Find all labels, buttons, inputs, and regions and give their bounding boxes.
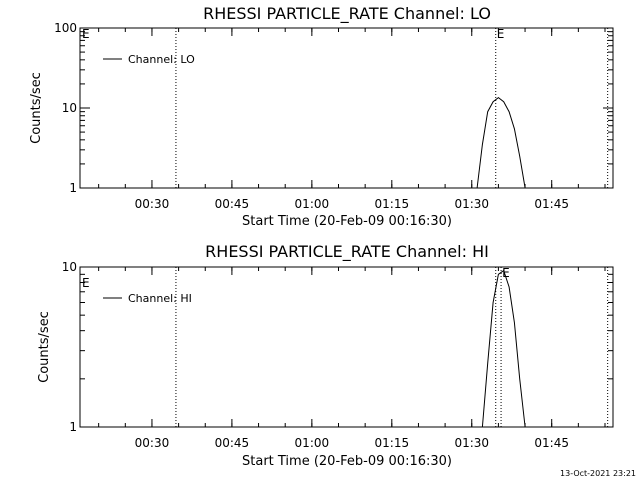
chart-hi-ylabel: Counts/sec bbox=[37, 311, 52, 383]
chart-hi-time-marker-label: E bbox=[502, 266, 510, 280]
chart-hi-series-line bbox=[481, 269, 526, 428]
chart-lo-x-tick-label: 00:30 bbox=[135, 197, 170, 211]
chart-lo-markers: E bbox=[175, 27, 609, 188]
chart-lo-ylabel: Counts/sec bbox=[29, 72, 44, 144]
footer-timestamp: 13-Oct-2021 23:21 bbox=[560, 469, 636, 478]
chart-lo-corner-label: E bbox=[82, 27, 90, 41]
chart-lo-y-tick-label: 100 bbox=[54, 21, 77, 35]
chart-lo-title: RHESSI PARTICLE_RATE Channel: LO bbox=[203, 4, 491, 24]
chart-hi-x-tick-label: 01:00 bbox=[295, 436, 330, 450]
chart-hi-y-tick-label: 10 bbox=[62, 260, 77, 274]
chart-hi-markers: E bbox=[175, 266, 609, 427]
chart-hi-legend: Channel: HI bbox=[103, 292, 192, 305]
chart-lo-series-line bbox=[476, 96, 526, 189]
chart-lo-x-tick-label: 01:30 bbox=[454, 197, 489, 211]
chart-lo-x-ticks: 00:30 00:45 01:00 01:15 01:30 01:45 bbox=[98, 28, 606, 211]
chart-lo-y-ticks: 1 10 100 bbox=[54, 21, 613, 195]
chart-lo-x-tick-label: 01:15 bbox=[375, 197, 410, 211]
chart-lo-series bbox=[476, 96, 526, 189]
chart-hi-corner-label: E bbox=[82, 276, 90, 290]
chart-lo-x-tick-label: 00:45 bbox=[215, 197, 250, 211]
chart-lo-y-tick-label: 10 bbox=[62, 101, 77, 115]
chart-lo-x-tick-label: 01:45 bbox=[534, 197, 569, 211]
chart-lo-time-marker-label: E bbox=[497, 27, 505, 41]
chart-hi-y-tick-label: 1 bbox=[69, 420, 77, 434]
chart-lo-xlabel: Start Time (20-Feb-09 00:16:30) bbox=[242, 214, 452, 229]
chart-lo-x-tick-label: 01:00 bbox=[295, 197, 330, 211]
chart-hi-x-tick-label: 00:30 bbox=[135, 436, 170, 450]
chart-hi-xlabel: Start Time (20-Feb-09 00:16:30) bbox=[242, 454, 452, 469]
chart-hi-x-tick-label: 00:45 bbox=[215, 436, 250, 450]
chart-hi-x-ticks: 00:30 00:45 01:00 01:15 01:30 01:45 bbox=[98, 267, 606, 450]
chart-hi-x-tick-label: 01:15 bbox=[375, 436, 410, 450]
chart-hi: RHESSI PARTICLE_RATE Channel: HI E 00:30… bbox=[37, 242, 614, 469]
chart-hi-series bbox=[481, 269, 526, 428]
chart-hi-y-ticks: 1 10 bbox=[62, 260, 613, 434]
chart-hi-legend-label: Channel: HI bbox=[128, 292, 192, 305]
chart-lo: RHESSI PARTICLE_RATE Channel: LO E 00:30… bbox=[29, 4, 614, 229]
chart-lo-y-tick-label: 1 bbox=[69, 181, 77, 195]
chart-hi-title: RHESSI PARTICLE_RATE Channel: HI bbox=[205, 242, 489, 262]
chart-lo-legend: Channel: LO bbox=[103, 53, 195, 66]
chart-hi-x-tick-label: 01:30 bbox=[454, 436, 489, 450]
chart-lo-legend-label: Channel: LO bbox=[128, 53, 195, 66]
chart-hi-plot-frame bbox=[79, 266, 614, 428]
chart-hi-x-tick-label: 01:45 bbox=[534, 436, 569, 450]
